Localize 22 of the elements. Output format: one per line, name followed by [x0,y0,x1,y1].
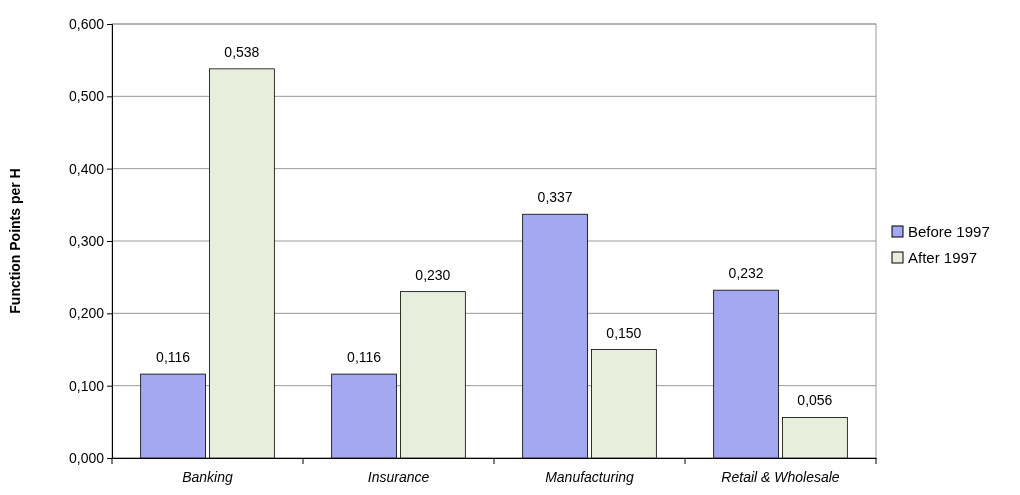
y-tick-label: 0,400 [68,160,105,177]
y-tick-label: 0,000 [68,449,105,466]
y-tick-label: 0,300 [68,232,105,249]
y-axis-title: Function Points per H [7,168,23,314]
data-label: 0,056 [797,392,833,409]
x-tick-label: Manufacturing [545,468,635,485]
data-label: 0,150 [606,324,642,341]
x-tick-label: Banking [182,468,234,485]
legend-label: Before 1997 [908,223,990,240]
data-label: 0,116 [156,349,191,366]
data-label: 0,538 [224,43,260,60]
data-label: 0,230 [415,266,451,283]
data-label: 0,232 [728,265,764,282]
data-label: 0,116 [347,349,382,366]
x-tick-label: Retail & Wholesale [721,468,840,485]
y-tick-label: 0,600 [68,15,105,32]
y-tick-label: 0,500 [68,88,105,105]
y-tick-label: 0,200 [68,305,105,322]
y-tick-label: 0,100 [68,377,105,394]
data-label: 0,337 [537,189,573,206]
x-tick-label: Insurance [367,468,430,485]
legend-label: After 1997 [908,249,978,266]
